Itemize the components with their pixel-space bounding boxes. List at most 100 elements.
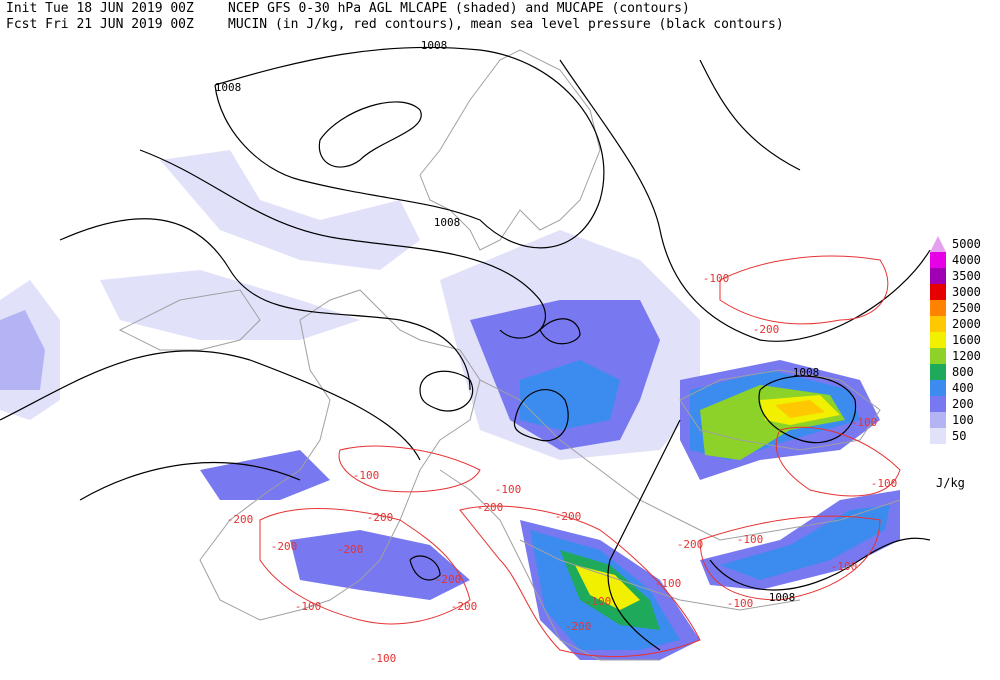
legend-label: 100	[952, 413, 974, 427]
cin-label: -200	[227, 513, 254, 526]
legend-label: 2500	[952, 301, 981, 315]
legend-swatch	[930, 268, 946, 284]
legend-swatch	[930, 380, 946, 396]
legend-label: 4000	[952, 253, 981, 267]
cin-label: -200	[337, 543, 364, 556]
legend-swatch	[930, 396, 946, 412]
cin-label: -200	[753, 323, 780, 336]
isobars	[0, 46, 931, 651]
cin-contours	[259, 255, 901, 658]
cin-contour	[699, 515, 881, 601]
isobar-label: 1008	[769, 591, 796, 604]
isobar	[607, 419, 681, 651]
cin-contour	[259, 508, 471, 625]
cin-label: -200	[367, 511, 394, 524]
cin-label: -100	[871, 477, 898, 490]
cin-label: -200	[451, 600, 478, 613]
coastline	[199, 289, 481, 621]
isobar	[709, 537, 931, 591]
isobar	[559, 59, 931, 342]
legend-swatch	[930, 364, 946, 380]
title-line-2: MUCIN (in J/kg, red contours), mean sea …	[228, 17, 784, 32]
coastline	[439, 469, 660, 661]
legend-swatch	[930, 348, 946, 364]
isobar	[59, 218, 471, 391]
contour-labels: 1008 1008 1008 1008 1008 -100 -100 -100 -100 -100…	[215, 39, 898, 665]
coastline	[519, 539, 801, 611]
cape-area	[100, 270, 360, 340]
cin-contour	[338, 445, 481, 493]
cin-contour	[459, 505, 701, 658]
legend-label: 3500	[952, 269, 981, 283]
isobar	[318, 101, 422, 168]
isobar	[214, 46, 605, 249]
isobar-label: 1008	[434, 216, 461, 229]
coastline	[479, 379, 901, 541]
legend-label: 50	[952, 429, 966, 443]
cin-label: -100	[851, 416, 878, 429]
isobar	[139, 149, 547, 339]
legend: 5000 4000 3500 3000 2500 2000 1600 1200 800 400 20…	[930, 236, 981, 490]
legend-swatch	[930, 332, 946, 348]
legend-label: 400	[952, 381, 974, 395]
cin-label: -100	[370, 652, 397, 665]
legend-label: 3000	[952, 285, 981, 299]
isobar	[539, 318, 581, 345]
legend-label: 1200	[952, 349, 981, 363]
isobar	[758, 375, 857, 444]
cape-area	[720, 505, 890, 580]
legend-unit: J/kg	[936, 476, 965, 490]
isobar-label: 1008	[793, 366, 820, 379]
legend-swatch	[930, 412, 946, 428]
isobar-label: 1008	[421, 39, 448, 52]
legend-label: 5000	[952, 237, 981, 251]
cin-contour	[775, 426, 901, 497]
legend-label: 2000	[952, 317, 981, 331]
isobar	[699, 59, 801, 171]
cin-label: -100	[831, 560, 858, 573]
cape-area	[200, 450, 330, 500]
legend-swatch	[930, 252, 946, 268]
coastline	[679, 369, 881, 451]
cape-area	[290, 530, 470, 600]
cin-label: -200	[271, 540, 298, 553]
isobar	[419, 370, 474, 412]
cin-label: -100	[353, 469, 380, 482]
isobar	[0, 350, 421, 461]
legend-label: 800	[952, 365, 974, 379]
cin-label: -100	[295, 600, 322, 613]
cape-area	[575, 565, 640, 610]
cape-area	[160, 150, 420, 270]
init-time: Init Tue 18 JUN 2019 00Z	[6, 1, 194, 16]
coastline	[419, 49, 601, 251]
legend-swatch	[930, 428, 946, 444]
isobar	[79, 461, 301, 501]
cin-label: -200	[435, 573, 462, 586]
title-line-1: NCEP GFS 0-30 hPa AGL MLCAPE (shaded) an…	[228, 1, 690, 16]
legend-swatch	[930, 300, 946, 316]
cin-contour	[719, 255, 889, 325]
cin-label: -100	[585, 595, 612, 608]
cin-label: -100	[727, 597, 754, 610]
legend-swatch	[930, 284, 946, 300]
coastlines	[118, 49, 901, 661]
cin-label: -100	[737, 533, 764, 546]
legend-swatch	[930, 316, 946, 332]
legend-swatch	[930, 236, 946, 252]
isobar-label: 1008	[215, 81, 242, 94]
cin-label: -200	[677, 538, 704, 551]
cin-label: -100	[703, 272, 730, 285]
cin-label: -200	[565, 620, 592, 633]
isobar	[513, 389, 569, 442]
legend-label: 200	[952, 397, 974, 411]
cape-area	[520, 360, 620, 430]
cin-label: -200	[555, 510, 582, 523]
forecast-time: Fcst Fri 21 JUN 2019 00Z	[6, 17, 194, 32]
coastline	[118, 289, 261, 351]
cin-label: -100	[495, 483, 522, 496]
cape-area	[775, 400, 825, 418]
cin-label: -200	[477, 501, 504, 514]
cape-area	[0, 310, 45, 390]
